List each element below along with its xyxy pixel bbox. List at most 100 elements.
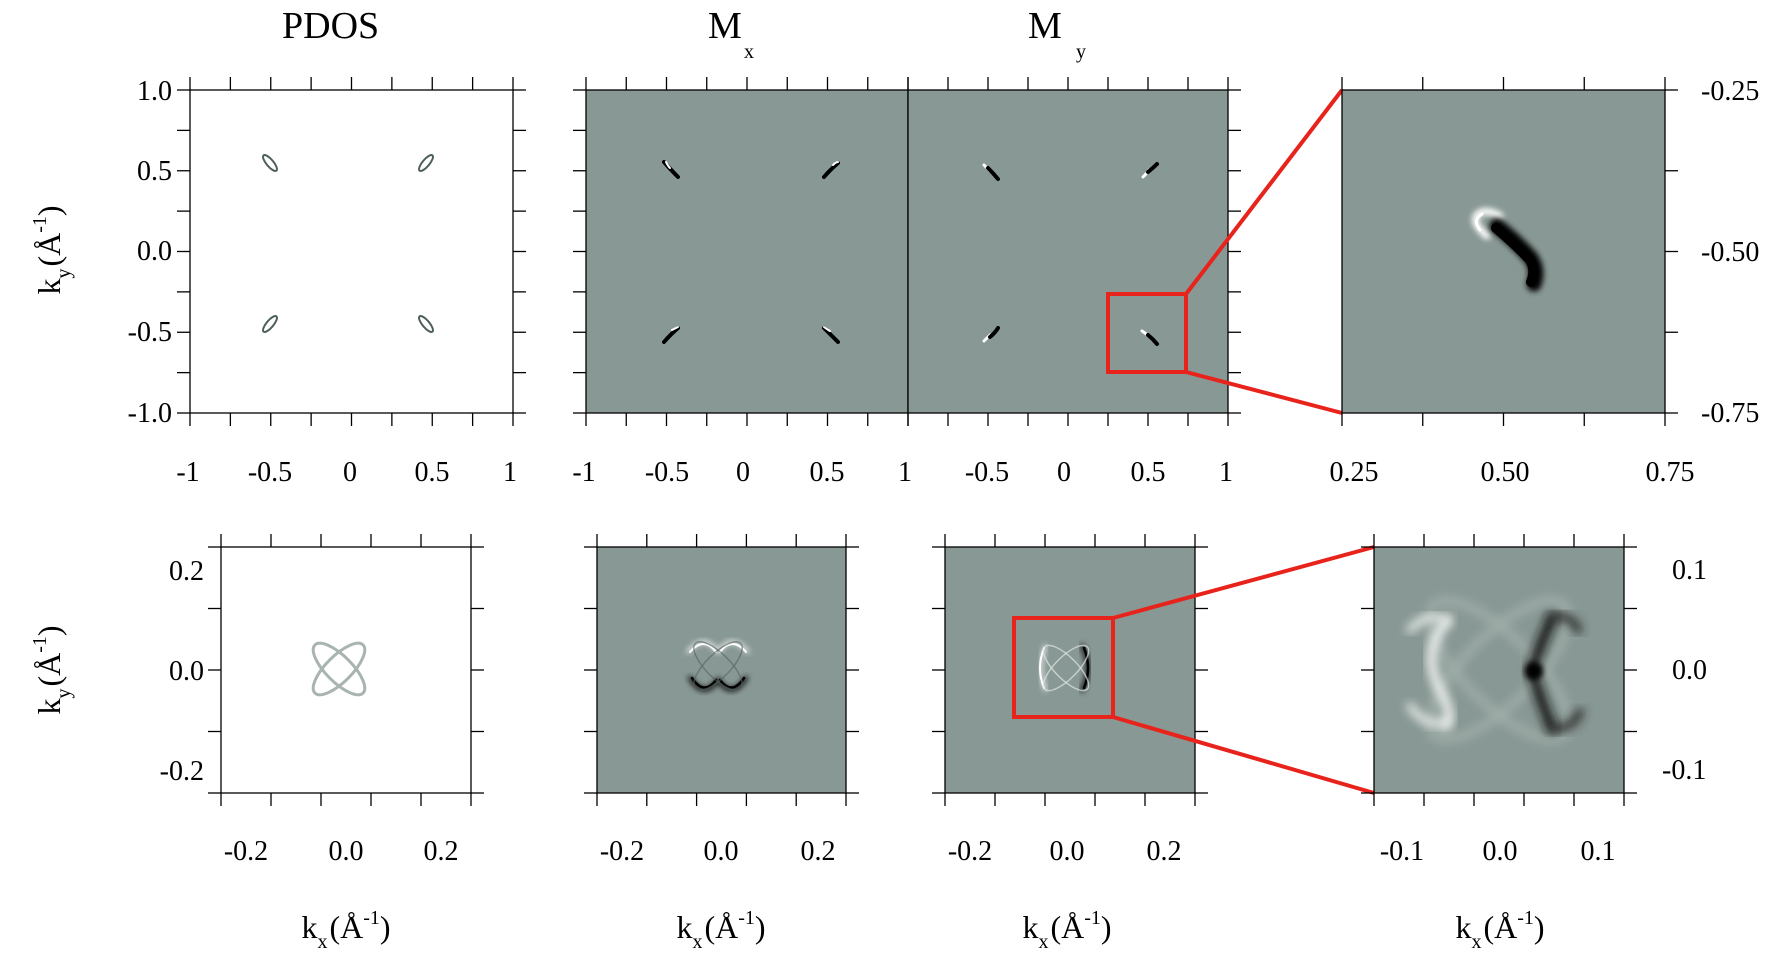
ylabel-exp: -1	[29, 636, 51, 653]
xtick-label: 0.5	[1131, 457, 1166, 488]
title-pdos: PDOS	[282, 5, 379, 47]
ylabel-sub: y	[53, 689, 75, 699]
zoom-lobe-pos-lower	[1406, 702, 1450, 727]
ylabel-open: (Å	[31, 653, 67, 687]
xlabel-close: )	[1534, 909, 1545, 945]
panel-top-my	[907, 77, 1241, 426]
xlabel-pdos: kx(Å-1)	[301, 907, 390, 953]
svg-text:ky(Å-1): ky (Å-1)	[29, 205, 75, 294]
xtick-label: 0	[736, 457, 750, 488]
xlabel-my: kx(Å-1)	[1022, 907, 1111, 953]
xtick-label: -0.1	[1380, 836, 1424, 867]
xtick-label: 0.2	[801, 836, 836, 867]
zoom-lobe-neg-lower	[1548, 708, 1584, 733]
zoom-lobe-pos-upper	[1406, 614, 1450, 634]
xlabel-sub: x	[1471, 931, 1481, 953]
ylabel-exp: -1	[29, 216, 51, 233]
svg-text:kx(Å-1): kx(Å-1)	[1022, 907, 1111, 953]
mx-pocket-neg	[662, 160, 680, 179]
panel-bottom-zoom-frame	[1373, 546, 1625, 794]
panel-bottom-my-frame	[944, 546, 1196, 794]
tick-labels-bottom-zoom-x: -0.1 0.0 0.1	[1380, 836, 1616, 867]
ylabel-k: k	[31, 279, 67, 295]
panel-bottom-my-ticks	[932, 534, 1208, 806]
top-zoom-connectors	[1184, 88, 1344, 415]
zoom-pocket-pos-core	[1475, 212, 1484, 232]
xlabel-close: )	[1101, 909, 1112, 945]
tick-labels-bottom-left: 0.2 0.0 -0.2	[160, 556, 204, 787]
my-pocket-neg	[988, 326, 1000, 339]
mx-pocket-pos	[823, 326, 831, 332]
ylabel-bottom: ky (Å-1)	[29, 625, 75, 714]
panel-top-mx-ticks	[573, 77, 909, 426]
ytick-label: -0.75	[1701, 398, 1759, 429]
tick-labels-top-pdos-x: -1 -0.5 0 0.5 1	[176, 457, 517, 488]
panel-bottom-zoom-ticks	[1361, 534, 1637, 806]
panel-top-mx	[573, 77, 909, 426]
ylabel-k: k	[31, 699, 67, 715]
xtick-label: 0.0	[329, 836, 364, 867]
panel-bottom-pdos	[208, 534, 484, 806]
mx-lobe-pos	[686, 640, 750, 655]
xlabel-open: (Å	[704, 909, 738, 945]
xtick-label: -0.2	[600, 836, 644, 867]
my-lobe-neg-core	[1082, 646, 1090, 690]
tick-labels-top-zoom-x: 0.25 0.50 0.75	[1330, 457, 1695, 488]
tick-labels-top-left: 1.0 0.5 0.0 -0.5 -1.0	[128, 76, 172, 429]
zoom-connector	[1112, 715, 1375, 795]
mx-ellipse-faint	[693, 641, 743, 691]
title-my: M	[1028, 5, 1062, 47]
xtick-label: -1	[176, 457, 199, 488]
svg-text:ky(Å-1): ky (Å-1)	[29, 625, 75, 714]
my-pocket-neg	[986, 166, 1000, 181]
mx-pocket-neg	[662, 326, 680, 344]
pdos-pocket	[418, 154, 434, 172]
xtick-label: 0	[1057, 457, 1071, 488]
ytick-label: 0.0	[169, 656, 204, 687]
my-pocket-neg	[1146, 162, 1159, 174]
xlabel-exp: -1	[363, 907, 380, 929]
panel-bottom-pdos-ticks	[208, 534, 484, 806]
mx-crossed-ellipses	[686, 640, 750, 692]
zoom-lobe-neg-upper	[1548, 612, 1582, 634]
tick-labels-top-zoom-y: -0.25 -0.50 -0.75	[1701, 76, 1759, 429]
xtick-label: -0.5	[248, 457, 292, 488]
bottom-zoom-box	[1012, 616, 1115, 719]
mx-lobe-pos-core	[689, 643, 747, 653]
xtick-label: 1	[503, 457, 517, 488]
panel-bottom-pdos-frame	[220, 546, 472, 794]
zoom-connector	[1185, 370, 1343, 415]
my-crossed-ellipses	[1039, 644, 1090, 692]
ylabel-top: ky (Å-1)	[29, 205, 75, 294]
mx-pocket-pos	[665, 161, 671, 169]
ylabel-sub: y	[53, 269, 75, 279]
panel-top-zoom	[1341, 77, 1678, 426]
pdos-pocket	[262, 154, 278, 172]
xtick-label: -0.5	[645, 457, 689, 488]
tick-labels-top-my-x: -0.5 0 0.5 1	[965, 457, 1233, 488]
xtick-label: 0	[343, 457, 357, 488]
ytick-label: -0.50	[1701, 237, 1759, 268]
mx-pockets	[662, 160, 840, 344]
pdos-pocket	[262, 315, 278, 333]
xtick-label: 0.25	[1330, 457, 1379, 488]
zoom-pocket	[1472, 207, 1544, 292]
ytick-label: 0.5	[137, 156, 172, 187]
xlabel-k: k	[676, 909, 692, 945]
tick-labels-top-mx-x: -1 -0.5 0 0.5 1	[572, 457, 912, 488]
xlabel-mx: kx(Å-1)	[676, 907, 765, 953]
pdos-ellipse	[311, 641, 367, 697]
xtick-label: 0.0	[1050, 836, 1085, 867]
zoom-ellipse-a	[1426, 597, 1572, 743]
panel-top-pdos-ticks	[177, 77, 526, 426]
xlabel-zoom: kx(Å-1)	[1455, 907, 1544, 953]
my-ellipse-faint	[1042, 644, 1090, 692]
panel-bottom-mx-frame	[596, 546, 847, 794]
my-ellipse-faint	[1042, 644, 1090, 692]
xlabel-sub: x	[317, 931, 327, 953]
mx-pocket-pos	[671, 326, 679, 331]
panel-top-my-frame	[907, 89, 1229, 414]
panel-top-zoom-frame	[1341, 89, 1666, 414]
ylabel-close: )	[31, 205, 67, 216]
xlabel-close: )	[380, 909, 391, 945]
